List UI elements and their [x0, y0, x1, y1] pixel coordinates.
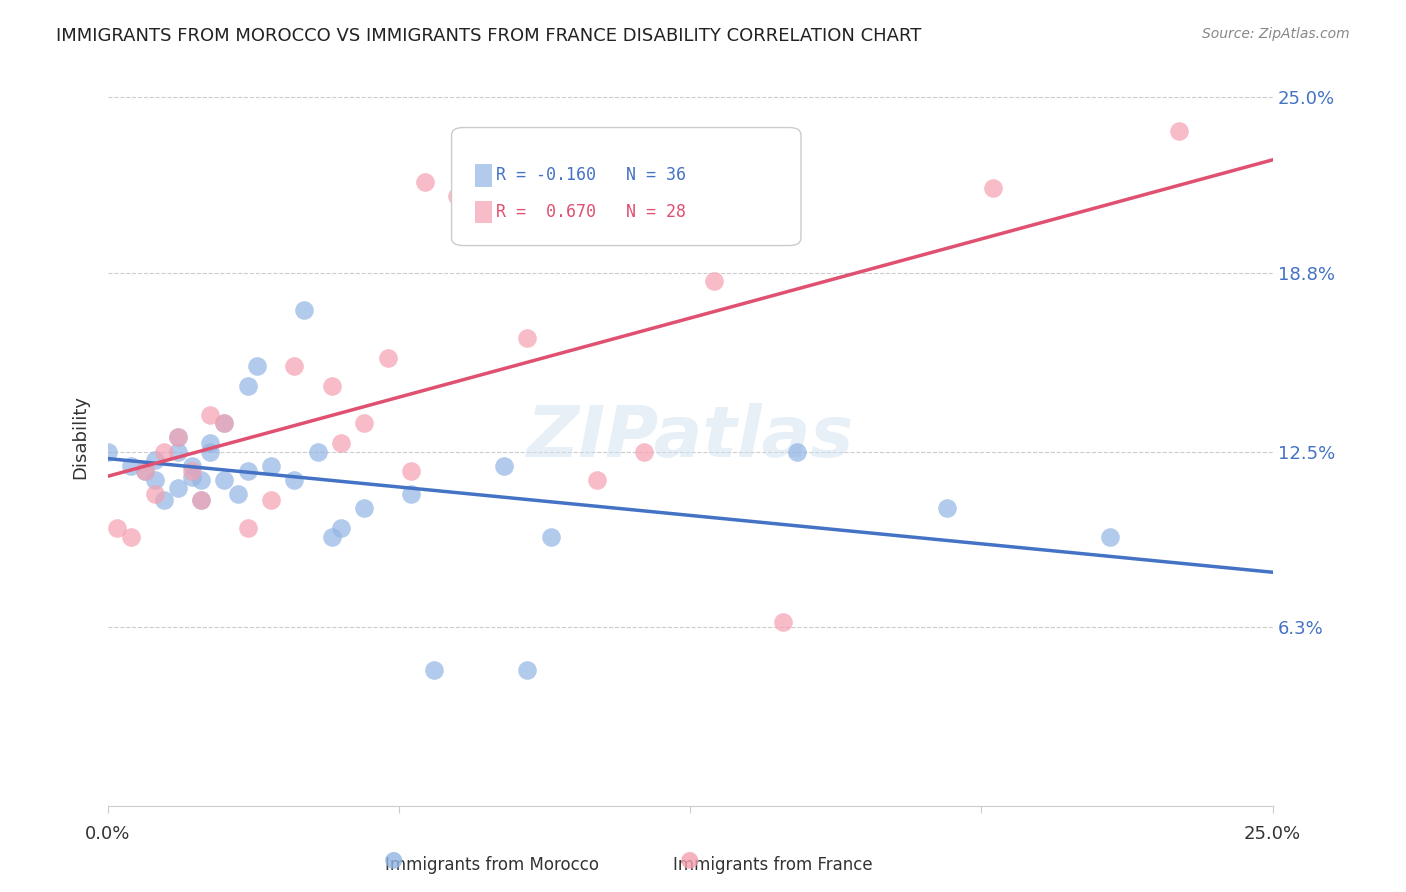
Point — [200, 436, 222, 450]
Point — [1168, 124, 1191, 138]
Point — [492, 458, 515, 473]
Point — [786, 444, 808, 458]
Point — [981, 180, 1004, 194]
FancyBboxPatch shape — [451, 128, 801, 245]
Point — [260, 458, 283, 473]
Text: ●: ● — [679, 850, 699, 870]
Point — [935, 501, 957, 516]
Point — [353, 416, 375, 430]
Text: Immigrants from Morocco: Immigrants from Morocco — [385, 856, 599, 874]
Text: ●: ● — [384, 850, 404, 870]
Point — [283, 473, 305, 487]
Point — [399, 487, 422, 501]
Point — [423, 663, 446, 677]
Point — [516, 663, 538, 677]
Point — [292, 302, 315, 317]
Text: 0.0%: 0.0% — [86, 824, 131, 843]
Point — [200, 444, 222, 458]
Point — [180, 458, 202, 473]
Point — [120, 458, 142, 473]
Point — [134, 464, 156, 478]
Point — [236, 379, 259, 393]
Point — [540, 530, 562, 544]
Point — [329, 436, 352, 450]
Text: ZIPatlas: ZIPatlas — [527, 403, 853, 472]
Point — [246, 359, 269, 374]
Point — [329, 521, 352, 535]
Point — [214, 473, 236, 487]
Point — [413, 175, 436, 189]
Bar — [475, 202, 492, 223]
Point — [399, 464, 422, 478]
Point — [143, 473, 166, 487]
Point — [236, 464, 259, 478]
Point — [228, 487, 250, 501]
Text: 25.0%: 25.0% — [1244, 824, 1301, 843]
Point — [153, 492, 176, 507]
Point — [105, 521, 128, 535]
Point — [143, 487, 166, 501]
Text: IMMIGRANTS FROM MOROCCO VS IMMIGRANTS FROM FRANCE DISABILITY CORRELATION CHART: IMMIGRANTS FROM MOROCCO VS IMMIGRANTS FR… — [56, 27, 921, 45]
Point — [167, 430, 190, 444]
Point — [479, 38, 502, 53]
Point — [703, 274, 725, 288]
Point — [307, 444, 329, 458]
Point — [134, 464, 156, 478]
Bar — [475, 164, 492, 186]
Point — [200, 408, 222, 422]
Point — [321, 379, 343, 393]
Point — [190, 492, 212, 507]
Text: R = -0.160   N = 36: R = -0.160 N = 36 — [496, 167, 686, 185]
Point — [353, 501, 375, 516]
Point — [283, 359, 305, 374]
Y-axis label: Disability: Disability — [72, 395, 89, 479]
Point — [446, 189, 468, 203]
Point — [586, 473, 609, 487]
Point — [260, 492, 283, 507]
Point — [153, 444, 176, 458]
Point — [236, 521, 259, 535]
Point — [1098, 530, 1121, 544]
Text: Source: ZipAtlas.com: Source: ZipAtlas.com — [1202, 27, 1350, 41]
Point — [190, 473, 212, 487]
Text: R =  0.670   N = 28: R = 0.670 N = 28 — [496, 203, 686, 221]
Point — [120, 530, 142, 544]
Point — [214, 416, 236, 430]
Point — [167, 430, 190, 444]
Point — [167, 444, 190, 458]
Point — [180, 464, 202, 478]
Point — [772, 615, 794, 629]
Point — [516, 331, 538, 345]
Point — [167, 482, 190, 496]
Text: Immigrants from France: Immigrants from France — [673, 856, 873, 874]
Point — [633, 444, 655, 458]
Point — [377, 351, 399, 365]
Point — [321, 530, 343, 544]
Point — [97, 444, 120, 458]
Point — [214, 416, 236, 430]
Point — [190, 492, 212, 507]
Point — [180, 470, 202, 484]
Point — [143, 453, 166, 467]
